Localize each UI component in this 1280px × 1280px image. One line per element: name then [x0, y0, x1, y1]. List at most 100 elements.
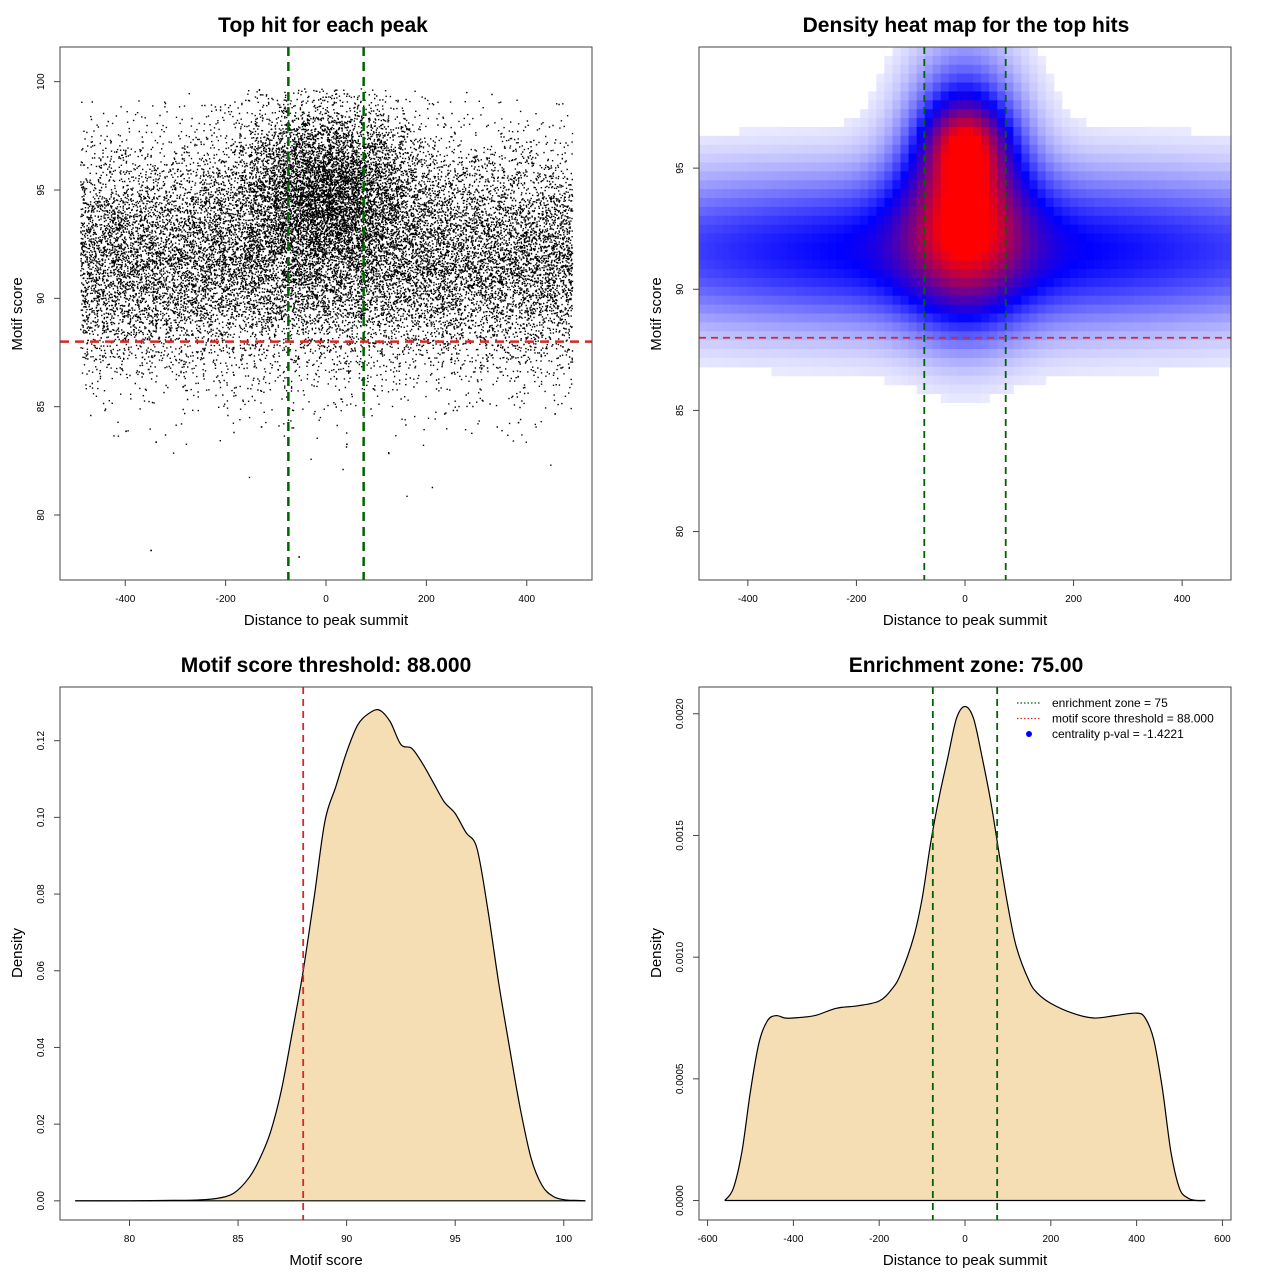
heatmap-cell [1118, 260, 1127, 270]
heatmap-cell [852, 357, 861, 368]
heatmap-cell [715, 304, 724, 315]
heatmap-cell [1005, 153, 1014, 164]
heatmap-cell [997, 331, 1006, 341]
heatmap-cell [1077, 269, 1087, 279]
heatmap-cell [948, 375, 958, 386]
heatmap-cell [908, 82, 918, 93]
heatmap-cell [892, 198, 902, 208]
x-tick-label: 200 [1065, 594, 1082, 605]
heatmap-cell [916, 153, 926, 164]
heatmap-cell [1198, 153, 1208, 164]
heatmap-cell [876, 340, 885, 350]
heatmap-cell [932, 384, 942, 395]
heatmap-cell [1069, 118, 1079, 128]
heatmap-cell [1085, 269, 1095, 279]
heatmap-cell [819, 269, 829, 279]
heatmap-cell [755, 198, 765, 208]
heatmap-cell [1118, 295, 1127, 306]
heatmap-cell [1061, 180, 1071, 190]
heatmap-cell [965, 198, 974, 208]
heatmap-cell [779, 295, 789, 306]
heatmap-cell [892, 295, 902, 306]
heatmap-cell [924, 91, 934, 101]
scatter-point [125, 430, 127, 433]
heatmap-cell [1214, 277, 1224, 288]
heatmap-cell [707, 180, 716, 190]
heatmap-cell [997, 100, 1006, 110]
heatmap-cell [723, 206, 732, 217]
heatmap-cell [965, 251, 974, 261]
heatmap-cell [731, 313, 740, 323]
heatmap-cell [1142, 171, 1151, 181]
heatmap-cell [836, 126, 845, 137]
heatmap-cell [973, 100, 982, 110]
heatmap-cell [965, 393, 974, 403]
heatmap-cell [1037, 91, 1047, 101]
heatmap-cell [948, 349, 958, 359]
heatmap-cell [1214, 322, 1224, 332]
heatmap-cell [803, 198, 813, 208]
heatmap-cell [731, 171, 740, 181]
heatmap-cell [852, 171, 861, 181]
heatmap-cell [1134, 304, 1143, 315]
heatmap-cell [973, 126, 982, 137]
heatmap-cell [916, 277, 926, 288]
heatmap-cell [908, 162, 918, 172]
heatmap-cell [1190, 171, 1200, 181]
heatmap-cell [940, 393, 950, 403]
heatmap-cell [989, 286, 998, 297]
heatmap-cell [932, 269, 942, 279]
heatmap-cell [771, 189, 781, 199]
heatmap-cell [1198, 295, 1208, 306]
heatmap-cell [1005, 277, 1014, 288]
heatmap-cell [868, 251, 877, 261]
heatmap-cell [811, 153, 821, 164]
heatmap-cell [1102, 215, 1111, 226]
heatmap-cell [1053, 331, 1063, 341]
heatmap-cell [1206, 340, 1216, 350]
heatmap-cell [940, 215, 950, 226]
heatmap-cell [779, 277, 789, 288]
heatmap-cell [779, 251, 789, 261]
heatmap-cell [763, 242, 773, 252]
heatmap-cell [795, 224, 805, 235]
heatmap-cell [1061, 295, 1071, 306]
heatmap-cell [803, 224, 813, 235]
heatmap-cell [739, 171, 748, 181]
heatmap-cell [1118, 331, 1127, 341]
heatmap-cell [1190, 295, 1200, 306]
heatmap-cell [852, 135, 861, 146]
y-tick-label: 0.0020 [675, 698, 686, 729]
heatmap-cell [731, 331, 740, 341]
heatmap-cell [731, 277, 740, 288]
heatmap-cell [860, 206, 869, 217]
heatmap-cell [940, 206, 950, 217]
heatmap-cell [1077, 304, 1087, 315]
plot-frame [59, 46, 593, 581]
heatmap-cell [723, 269, 732, 279]
y-tick-label: 0.0015 [675, 820, 686, 851]
chart-title: Top hit for each peak [218, 14, 428, 37]
heatmap-cell [1102, 189, 1111, 199]
heatmap-cell [1142, 286, 1151, 297]
heatmap-cell [868, 277, 877, 288]
heatmap-cell [771, 277, 781, 288]
heatmap-cell [868, 171, 877, 181]
heatmap-cell [787, 269, 797, 279]
heatmap-cell [876, 322, 885, 332]
heatmap-cell [908, 322, 918, 332]
heatmap-cell [932, 118, 942, 128]
heatmap-cell [948, 251, 958, 261]
heatmap-cell [844, 171, 853, 181]
heatmap-cell [1110, 304, 1119, 315]
heatmap-cell [1077, 242, 1087, 252]
heatmap-cell [908, 118, 918, 128]
heatmap-cell [739, 340, 748, 350]
heatmap-cell [981, 251, 990, 261]
heatmap-cell [900, 100, 910, 110]
heatmap-cell [739, 215, 748, 226]
heatmap-cell [852, 269, 861, 279]
heatmap-cell [973, 269, 982, 279]
x-tick-label: 95 [450, 1234, 462, 1245]
heatmap-cell [1182, 153, 1192, 164]
